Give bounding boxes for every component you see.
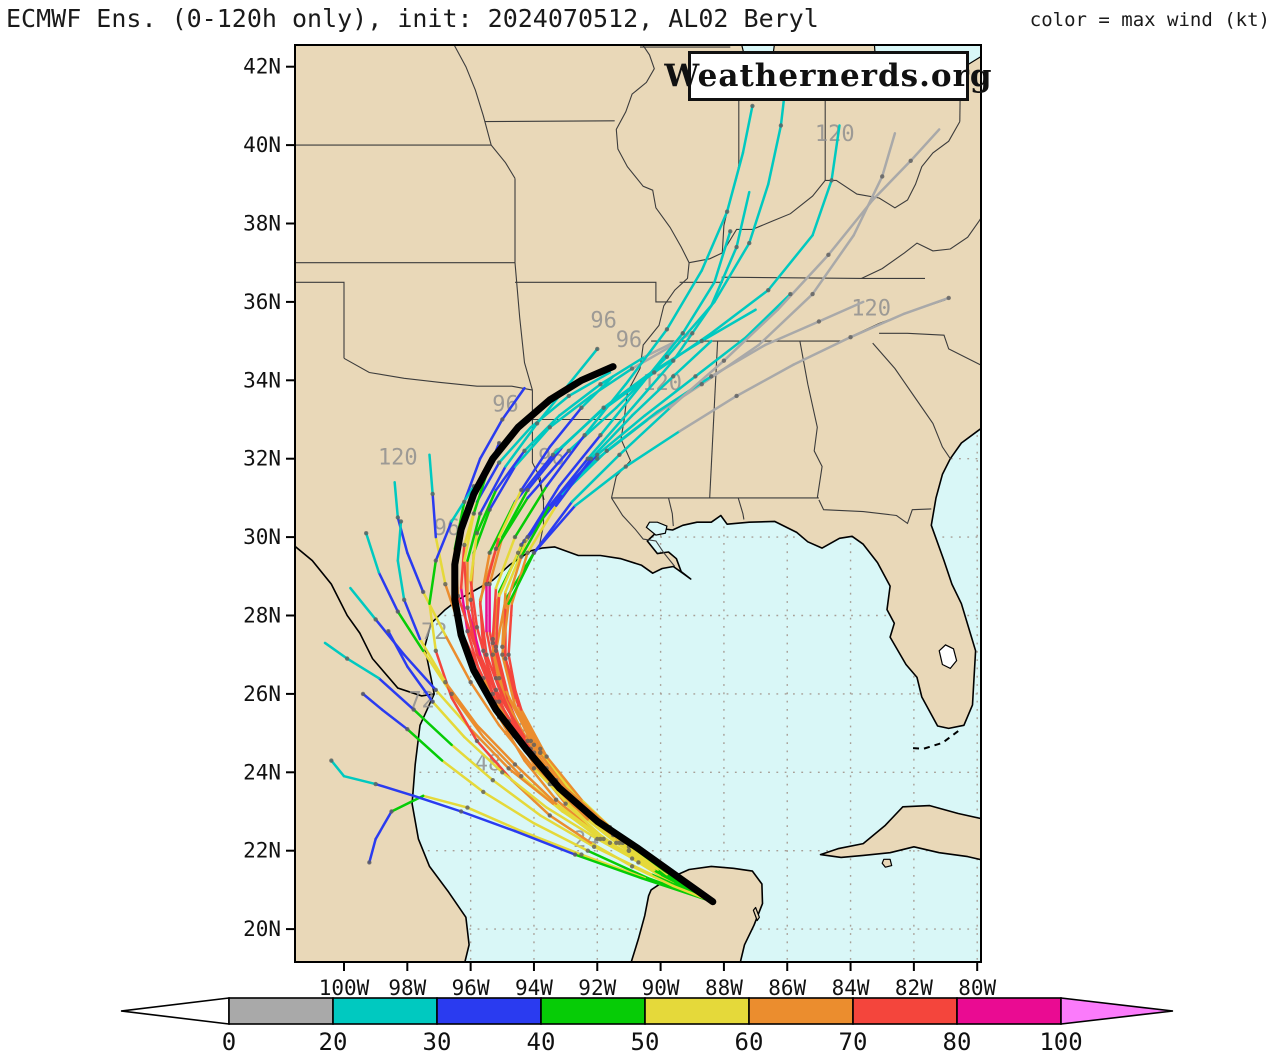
- lon-tick-label: 82W: [895, 976, 933, 1000]
- colorbar-cell-30: [436, 997, 542, 1025]
- hour-label-120: 120: [378, 446, 418, 471]
- watermark-box: Weathernerds.org: [664, 51, 992, 101]
- yucatan-peninsula: [630, 865, 764, 962]
- colorbar-label-50: 50: [631, 1028, 660, 1056]
- hour-label-96: 96: [434, 516, 461, 541]
- colorbar-left-arrow: [120, 997, 230, 1025]
- lon-tick-label: 98W: [388, 976, 426, 1000]
- lat-tick-label: 20N: [243, 917, 281, 941]
- colorbar-label-30: 30: [423, 1028, 452, 1056]
- lon-tick-label: 100W: [319, 976, 370, 1000]
- hour-label-120: 120: [851, 297, 891, 322]
- lat-tick-label: 30N: [243, 525, 281, 549]
- colorbar-cell-50: [644, 997, 750, 1025]
- colorbar-label-60: 60: [735, 1028, 764, 1056]
- lat-tick-label: 28N: [243, 604, 281, 628]
- lat-tick-label: 40N: [243, 133, 281, 157]
- lat-tick-label: 34N: [243, 368, 281, 392]
- lon-tick-label: 90W: [642, 976, 680, 1000]
- colorbar-cell-0: [228, 997, 334, 1025]
- colorbar-label-20: 20: [319, 1028, 348, 1056]
- colorbar-cell-70: [852, 997, 958, 1025]
- florida-keys: [910, 730, 959, 750]
- lat-tick-label: 38N: [243, 212, 281, 236]
- lat-tick-label: 32N: [243, 447, 281, 471]
- lake-okeechobee: [938, 644, 958, 670]
- lon-tick-label: 92W: [578, 976, 616, 1000]
- lat-tick-label: 26N: [243, 682, 281, 706]
- hour-label-96: 96: [590, 308, 617, 333]
- lon-tick-label: 88W: [705, 976, 743, 1000]
- lon-tick-label: 80W: [958, 976, 996, 1000]
- national-borders: [295, 545, 435, 697]
- colorbar-cell-60: [748, 997, 854, 1025]
- map-frame: [294, 44, 982, 963]
- colorbar-label-0: 0: [222, 1028, 236, 1056]
- colorbar-label-40: 40: [527, 1028, 556, 1056]
- ensemble-mean-track: [451, 363, 717, 906]
- lat-tick-label: 36N: [243, 290, 281, 314]
- colorbar-cell-80: [956, 997, 1062, 1025]
- axes: 100W 98W 96W 94W 92W 90W 88W 86W 84W 82W 80W 42N 40N…: [243, 55, 996, 1000]
- hour-label-96: 96: [616, 328, 643, 353]
- chart-title: ECMWF Ens. (0-120h only), init: 20240705…: [6, 4, 819, 33]
- lon-tick-label: 84W: [832, 976, 870, 1000]
- lat-tick-label: 24N: [243, 760, 281, 784]
- lon-tick-label: 86W: [768, 976, 806, 1000]
- lon-tick-label: 94W: [515, 976, 553, 1000]
- colorbar-label-80: 80: [943, 1028, 972, 1056]
- lake-pontchartrain: [645, 521, 668, 536]
- lon-tick-label: 96W: [452, 976, 490, 1000]
- wind-colorbar: 0 20 30 40 50 60 70 80 100: [120, 997, 1174, 1056]
- color-scale-note: color = max wind (kt): [1029, 9, 1270, 31]
- watermark-text: Weathernerds.org: [664, 58, 993, 94]
- colorbar-cell-20: [332, 997, 438, 1025]
- isla-juventud: [881, 858, 893, 868]
- colorbar-label-100: 100: [1039, 1028, 1082, 1056]
- cozumel-island: [752, 906, 760, 922]
- colorbar-cell-40: [540, 997, 646, 1025]
- colorbar-label-70: 70: [839, 1028, 868, 1056]
- lat-tick-label: 22N: [243, 839, 281, 863]
- hour-label-120: 120: [815, 122, 855, 147]
- cuba: [819, 804, 981, 861]
- lat-tick-label: 42N: [243, 55, 281, 79]
- colorbar-right-arrow: [1060, 997, 1174, 1025]
